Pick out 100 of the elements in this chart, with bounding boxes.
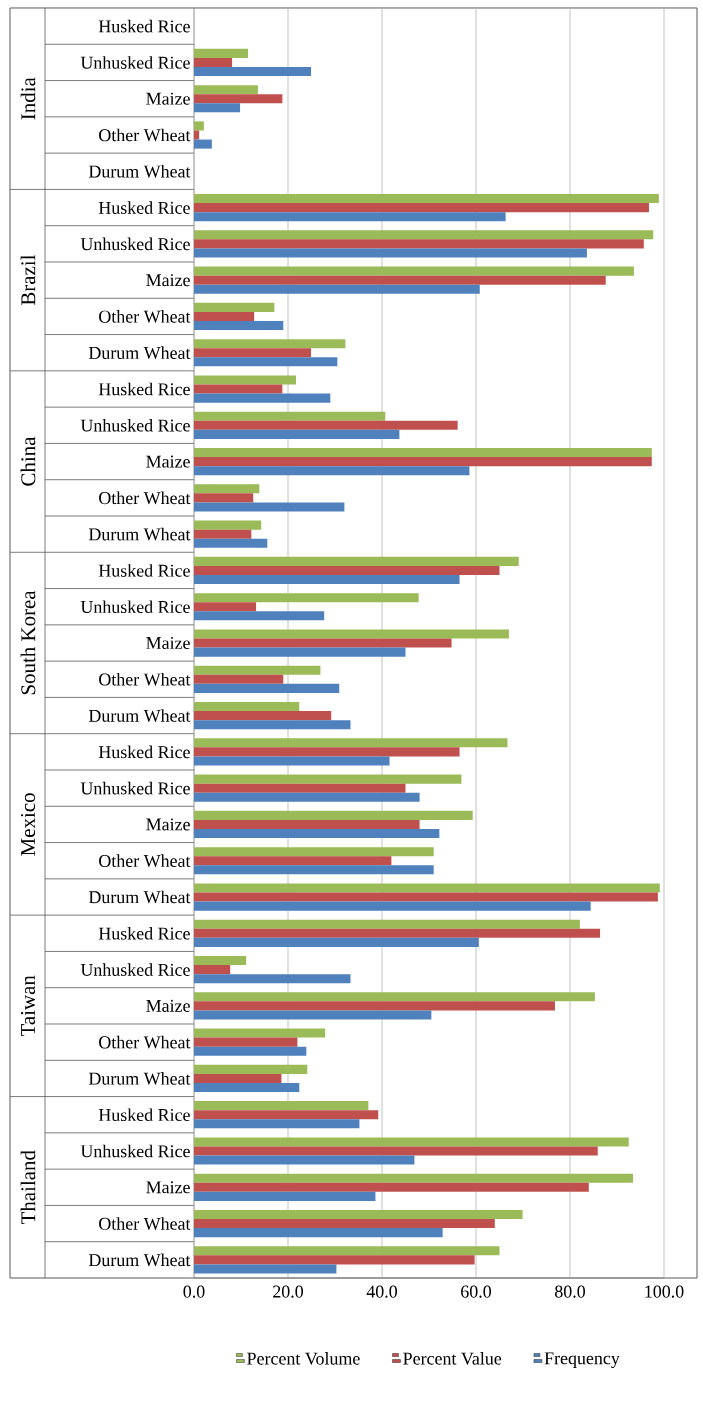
bar (194, 701, 300, 712)
bar (194, 339, 346, 349)
bar (194, 901, 591, 911)
bar (194, 1110, 379, 1120)
y-tick-label: Durum Wheat (88, 527, 191, 541)
bar (194, 828, 440, 839)
bar (194, 720, 351, 730)
bar (194, 502, 345, 512)
bar (194, 193, 659, 204)
bar (194, 593, 419, 603)
bar (194, 683, 340, 693)
y-tick-label: Other Wheat (99, 310, 191, 323)
text: China (20, 436, 36, 486)
y-tick-label: Husked Rice (98, 926, 190, 940)
y-tick-label: Husked Rice (98, 1108, 190, 1122)
bar (194, 130, 200, 140)
bar (194, 865, 434, 875)
y-tick-label: Maize (146, 274, 190, 287)
bar (194, 974, 351, 984)
bar (194, 1037, 298, 1047)
y-tick-label: Other Wheat (99, 491, 191, 505)
y-tick-label: Maize (146, 92, 190, 105)
bar (194, 738, 508, 748)
bar (194, 139, 212, 149)
bar (194, 1146, 598, 1156)
bar (194, 57, 233, 67)
y-tick-label: Unhusked Rice (80, 963, 190, 976)
bar (194, 1001, 555, 1011)
bar (194, 937, 479, 947)
bar (194, 674, 284, 684)
bar (194, 1219, 495, 1229)
x-tick-label: 80.0 (555, 1285, 586, 1298)
bar (194, 574, 460, 585)
bar (194, 357, 338, 367)
x-tick-label: 100.0 (645, 1285, 684, 1298)
bar (194, 48, 249, 58)
bar (194, 302, 275, 312)
bar (194, 747, 460, 757)
bar (194, 320, 284, 331)
legend-label: Percent Volume (247, 1352, 360, 1365)
bar (194, 892, 658, 902)
bar (194, 1119, 360, 1129)
bar (194, 992, 595, 1002)
bar (194, 919, 580, 929)
bar (194, 375, 296, 385)
bar (194, 1246, 500, 1256)
bar (194, 638, 452, 648)
y-tick-label: Durum Wheat (88, 1072, 191, 1085)
bar (194, 711, 332, 721)
bar (194, 556, 519, 566)
bar (194, 457, 652, 467)
y-tick-label: Durum Wheat (88, 709, 191, 722)
y-tick-label: Other Wheat (99, 672, 191, 686)
bar (194, 602, 257, 612)
y-tick-label: Husked Rice (98, 382, 190, 396)
bar (194, 1046, 307, 1056)
y-tick-label: Maize (146, 818, 190, 831)
y-tick-label: Other Wheat (99, 1035, 191, 1049)
y-tick-label: Maize (146, 1181, 190, 1194)
bar (194, 565, 500, 575)
y-tick-label: Maize (146, 999, 190, 1012)
bar (194, 393, 331, 403)
y-tick-label: Unhusked Rice (80, 237, 190, 251)
bar (194, 1228, 443, 1238)
bar (194, 928, 601, 938)
bar (194, 856, 392, 866)
bar (194, 538, 268, 548)
bar (194, 1191, 376, 1201)
bar (194, 429, 400, 439)
y-tick-label: Other Wheat (99, 1217, 191, 1230)
bar (194, 85, 258, 95)
bar (194, 203, 649, 213)
bar (194, 1010, 432, 1020)
y-tick-label: Husked Rice (98, 745, 190, 759)
bar (194, 230, 654, 240)
bar (194, 883, 660, 893)
bar (194, 647, 406, 657)
bar (194, 311, 255, 321)
y-tick-label: Other Wheat (99, 854, 191, 868)
bar (194, 284, 480, 294)
bar (194, 239, 644, 249)
bar (194, 94, 283, 104)
y-tick-label: Unhusked Rice (80, 781, 190, 795)
text: Brazil (20, 254, 36, 306)
bar (194, 1028, 326, 1038)
bar (194, 1064, 308, 1074)
y-tick-label: Durum Wheat (88, 164, 191, 178)
text: South Korea (20, 590, 36, 695)
bar (194, 1073, 282, 1083)
bar (194, 810, 473, 820)
bar (194, 520, 262, 530)
bar (194, 965, 231, 975)
bar (194, 1155, 415, 1165)
y-tick-label: Husked Rice (98, 201, 190, 214)
legend-label: Percent Value (403, 1352, 502, 1365)
y-tick-label: Unhusked Rice (80, 1144, 190, 1158)
bar (194, 384, 283, 394)
x-tick-label: 40.0 (366, 1285, 398, 1298)
bar (194, 847, 434, 857)
text: Taiwan (20, 975, 36, 1037)
